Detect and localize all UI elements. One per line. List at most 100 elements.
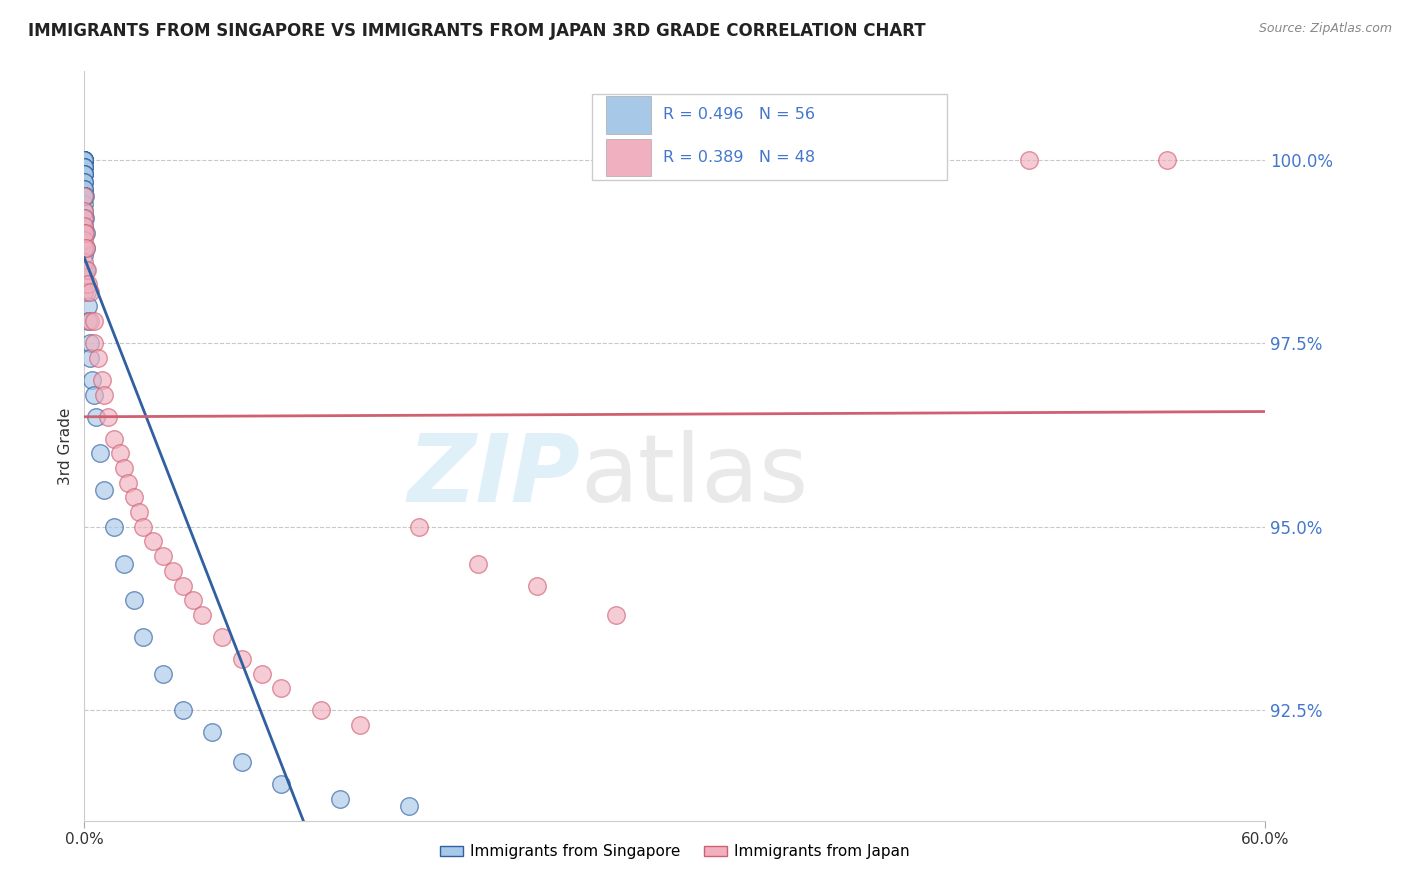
Point (73, 167, 96, 181)
Point (73, 226, 96, 240)
Point (82, 373, 104, 387)
Point (172, 703, 194, 717)
Point (73, 211, 96, 226)
Point (73, 262, 96, 277)
Point (132, 630, 155, 644)
Point (73, 285, 96, 299)
Point (103, 520, 125, 534)
Point (73, 153, 96, 167)
Point (79, 285, 101, 299)
FancyBboxPatch shape (606, 96, 651, 134)
Point (73, 160, 96, 174)
Point (605, 607, 627, 622)
Text: Source: ZipAtlas.com: Source: ZipAtlas.com (1258, 22, 1392, 36)
Point (231, 755, 253, 769)
Point (191, 607, 214, 622)
Point (93, 387, 115, 401)
Point (73, 203, 96, 218)
Point (211, 630, 233, 644)
Point (162, 564, 184, 578)
Point (108, 446, 131, 460)
Point (201, 725, 224, 739)
Point (73, 189, 96, 203)
Text: R = 0.389   N = 48: R = 0.389 N = 48 (664, 150, 815, 165)
Point (349, 718, 371, 732)
Point (73, 167, 96, 181)
Point (83, 387, 105, 401)
Point (77, 300, 100, 314)
Point (75, 262, 97, 277)
Point (73, 153, 96, 167)
Point (73, 255, 96, 269)
Point (75, 226, 97, 240)
Point (73, 241, 96, 255)
Point (398, 799, 420, 814)
Point (73, 167, 96, 181)
Point (270, 777, 292, 791)
Point (73, 219, 96, 233)
Point (73, 241, 96, 255)
Point (73, 196, 96, 211)
Point (128, 505, 150, 519)
Point (73, 153, 96, 167)
Point (79, 314, 101, 328)
Point (89, 446, 111, 460)
Point (91, 373, 114, 387)
Point (467, 557, 489, 571)
Point (142, 534, 165, 549)
Point (73, 226, 96, 240)
Point (75, 189, 97, 203)
Legend: Immigrants from Singapore, Immigrants from Japan: Immigrants from Singapore, Immigrants fr… (434, 838, 915, 865)
Point (73, 153, 96, 167)
Y-axis label: 3rd Grade: 3rd Grade (58, 408, 73, 484)
Point (132, 520, 155, 534)
Point (75, 241, 97, 255)
Point (329, 791, 352, 805)
Point (231, 652, 253, 666)
Point (152, 549, 174, 564)
Point (250, 666, 273, 681)
Text: IMMIGRANTS FROM SINGAPORE VS IMMIGRANTS FROM JAPAN 3RD GRADE CORRELATION CHART: IMMIGRANTS FROM SINGAPORE VS IMMIGRANTS … (28, 22, 925, 40)
Point (1156, 153, 1178, 167)
Point (76, 262, 98, 277)
Point (73, 160, 96, 174)
Point (860, 153, 883, 167)
Point (73, 219, 96, 233)
Point (93, 483, 115, 497)
Point (73, 182, 96, 196)
Point (122, 491, 145, 505)
Point (73, 189, 96, 203)
Point (87, 351, 110, 365)
Point (73, 153, 96, 167)
Point (73, 211, 96, 226)
Text: R = 0.496   N = 56: R = 0.496 N = 56 (664, 107, 815, 122)
Point (73, 182, 96, 196)
Point (84, 409, 107, 424)
Point (181, 593, 204, 607)
Point (73, 248, 96, 262)
Point (79, 336, 101, 351)
Point (83, 314, 105, 328)
Point (73, 153, 96, 167)
Point (117, 475, 139, 490)
Point (309, 703, 332, 717)
Point (73, 175, 96, 189)
Point (73, 226, 96, 240)
Point (79, 351, 101, 365)
Point (73, 270, 96, 285)
Point (75, 226, 97, 240)
Point (112, 557, 135, 571)
Point (73, 153, 96, 167)
Point (83, 336, 105, 351)
Text: atlas: atlas (581, 430, 808, 522)
Point (172, 578, 194, 592)
Point (97, 409, 120, 424)
Point (73, 175, 96, 189)
Point (75, 241, 97, 255)
Point (112, 461, 135, 475)
Point (122, 593, 145, 607)
Point (77, 277, 100, 292)
Point (73, 203, 96, 218)
Point (408, 520, 430, 534)
Point (77, 314, 100, 328)
